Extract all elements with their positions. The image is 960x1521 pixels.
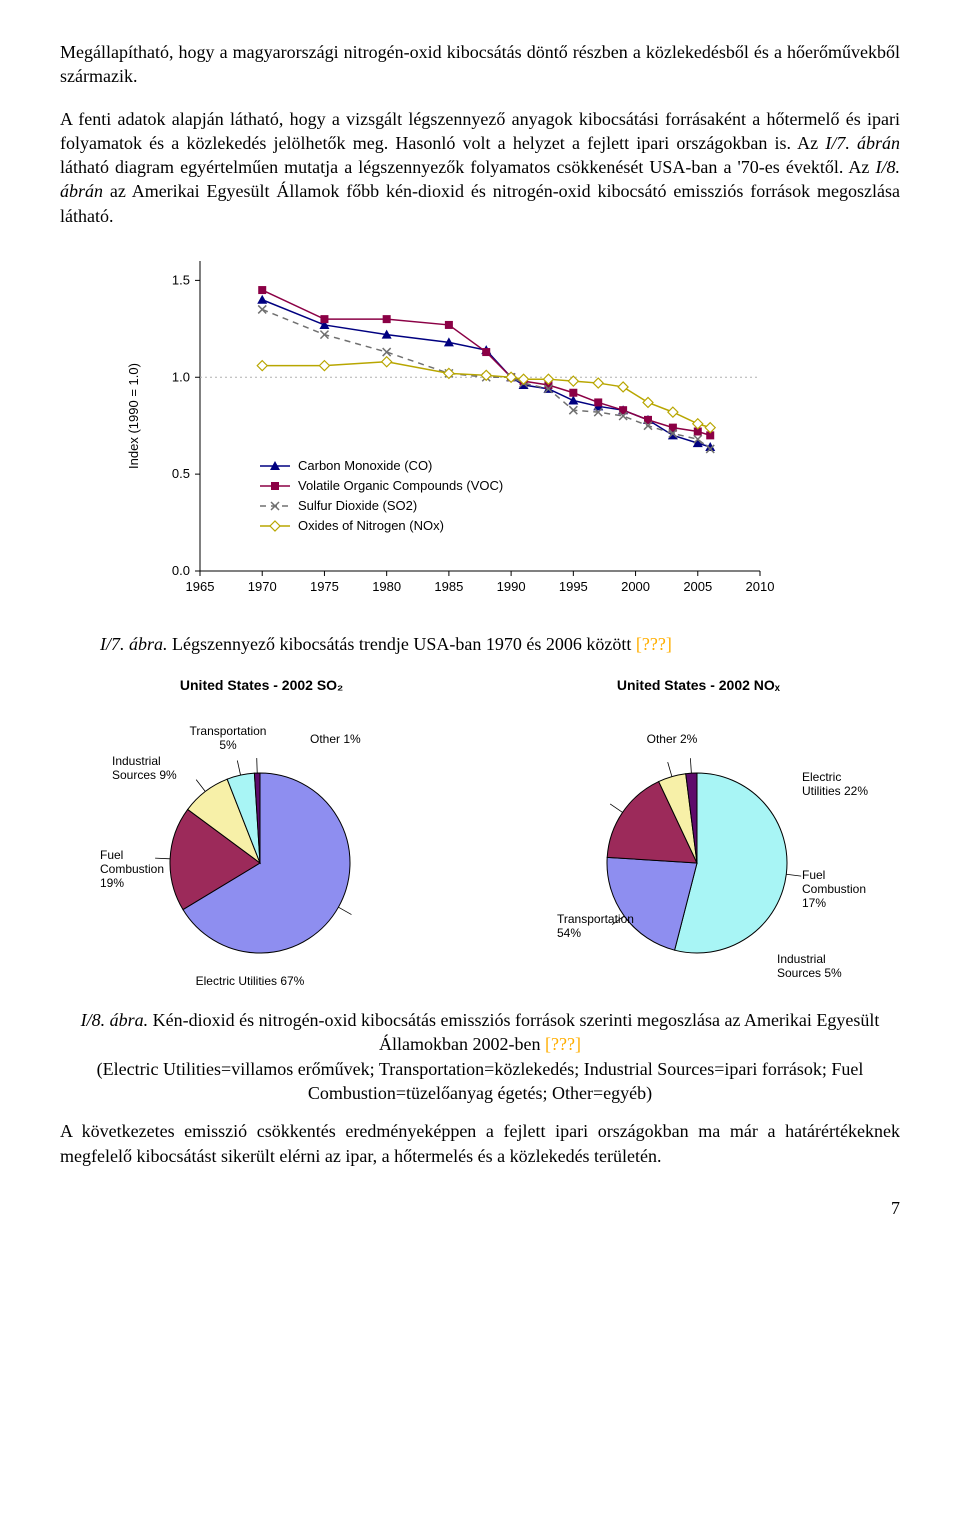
caption-2: I/8. ábra. Kén-dioxid és nitrogén-oxid k… (80, 1008, 880, 1105)
svg-text:Transportation: Transportation (190, 724, 267, 738)
svg-text:1.0: 1.0 (172, 369, 190, 384)
svg-text:Industrial: Industrial (112, 754, 161, 768)
svg-text:1980: 1980 (372, 579, 401, 594)
svg-text:2005: 2005 (683, 579, 712, 594)
svg-text:1970: 1970 (248, 579, 277, 594)
svg-text:Industrial: Industrial (777, 952, 826, 966)
page-number: 7 (60, 1198, 900, 1219)
svg-text:2010: 2010 (746, 579, 775, 594)
pie-right-block: United States - 2002 NOₓ Transportation5… (497, 677, 900, 998)
caption-1: I/7. ábra. Légszennyező kibocsátás trend… (100, 634, 900, 655)
svg-text:54%: 54% (557, 926, 581, 940)
svg-text:0.0: 0.0 (172, 563, 190, 578)
svg-text:Sources 9%: Sources 9% (112, 768, 177, 782)
paragraph-1: Megállapítható, hogy a magyarországi nit… (60, 40, 900, 89)
svg-text:Fuel: Fuel (802, 868, 825, 882)
svg-text:17%: 17% (802, 896, 826, 910)
paragraph-2: A fenti adatok alapján látható, hogy a v… (60, 107, 900, 228)
svg-text:Oxides of Nitrogen (NOx): Oxides of Nitrogen (NOx) (298, 518, 444, 533)
svg-text:0.5: 0.5 (172, 466, 190, 481)
svg-text:5%: 5% (219, 738, 237, 752)
svg-text:Fuel: Fuel (100, 848, 123, 862)
paragraph-3: A következetes emisszió csökkentés eredm… (60, 1119, 900, 1168)
pie-right-title: United States - 2002 NOₓ (497, 677, 900, 693)
svg-text:Electric Utilities 67%: Electric Utilities 67% (196, 974, 305, 988)
svg-text:Combustion: Combustion (100, 862, 164, 876)
pie-charts-row: United States - 2002 SO₂ Electric Utilit… (60, 677, 900, 998)
line-chart-figure: Index (1990 = 1.0) 0.0 0.5 1.0 1.5 1965 1970 19… (120, 246, 780, 626)
svg-text:Other 2%: Other 2% (646, 732, 697, 746)
pie-left-svg: Electric Utilities 67% FuelCombustion19% I… (60, 703, 450, 993)
svg-text:1990: 1990 (497, 579, 526, 594)
svg-text:1975: 1975 (310, 579, 339, 594)
svg-text:Sources 5%: Sources 5% (777, 966, 842, 980)
svg-text:Other 1%: Other 1% (310, 732, 361, 746)
svg-text:1.5: 1.5 (172, 272, 190, 287)
svg-text:1985: 1985 (434, 579, 463, 594)
page: Megállapítható, hogy a magyarországi nit… (0, 0, 960, 1249)
svg-text:1965: 1965 (186, 579, 215, 594)
svg-text:Volatile Organic Compounds (VO: Volatile Organic Compounds (VOC) (298, 478, 503, 493)
svg-text:Sulfur Dioxide (SO2): Sulfur Dioxide (SO2) (298, 498, 417, 513)
pie-left-title: United States - 2002 SO₂ (60, 677, 463, 693)
pie-right-svg: Transportation54% ElectricUtilities 22% Fu… (497, 703, 887, 993)
line-chart-svg: Index (1990 = 1.0) 0.0 0.5 1.0 1.5 1965 1970 19… (120, 246, 780, 626)
svg-text:19%: 19% (100, 876, 124, 890)
svg-text:Index (1990 = 1.0): Index (1990 = 1.0) (126, 363, 141, 469)
svg-text:Electric: Electric (802, 770, 841, 784)
svg-text:Carbon Monoxide (CO): Carbon Monoxide (CO) (298, 458, 432, 473)
para1-text: Megállapítható, hogy a magyarországi nit… (60, 42, 900, 86)
svg-text:Transportation: Transportation (557, 912, 634, 926)
pie-left-block: United States - 2002 SO₂ Electric Utilit… (60, 677, 463, 998)
svg-text:1995: 1995 (559, 579, 588, 594)
svg-text:Utilities 22%: Utilities 22% (802, 784, 868, 798)
svg-text:2000: 2000 (621, 579, 650, 594)
svg-text:Combustion: Combustion (802, 882, 866, 896)
